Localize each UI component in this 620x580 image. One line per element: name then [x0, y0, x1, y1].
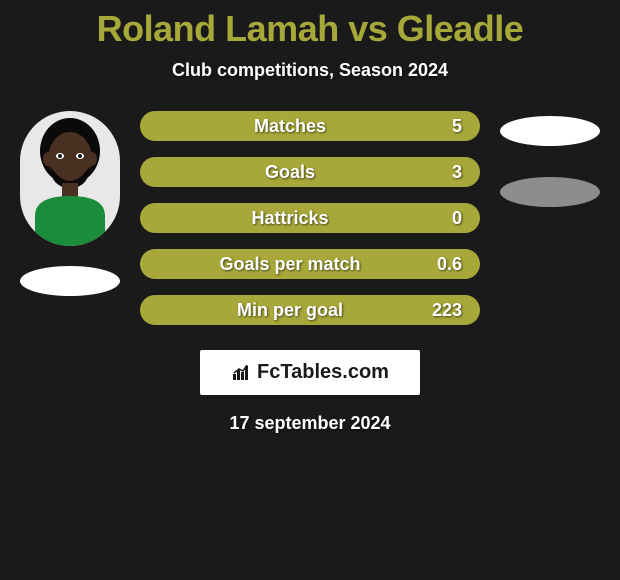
watermark-text: FcTables.com — [257, 361, 389, 384]
date-text: 17 september 2024 — [0, 413, 620, 434]
comparison-layout: Matches5Goals3Hattricks0Goals per match0… — [0, 111, 620, 325]
stat-label: Hattricks — [158, 208, 422, 229]
subtitle: Club competitions, Season 2024 — [0, 60, 620, 81]
stat-bar: Goals per match0.6 — [140, 249, 480, 279]
stat-label: Matches — [158, 116, 422, 137]
stat-bar: Goals3 — [140, 157, 480, 187]
player2-column — [490, 111, 610, 207]
stat-bar: Matches5 — [140, 111, 480, 141]
stat-bar: Hattricks0 — [140, 203, 480, 233]
stat-bars: Matches5Goals3Hattricks0Goals per match0… — [130, 111, 490, 325]
player2-badge-1 — [500, 116, 600, 146]
chart-icon — [231, 364, 253, 382]
player1-column — [10, 111, 130, 296]
stat-value: 0.6 — [422, 254, 462, 275]
page-title: Roland Lamah vs Gleadle — [0, 0, 620, 50]
stat-value: 0 — [422, 208, 462, 229]
watermark: FcTables.com — [200, 350, 420, 395]
stat-label: Goals — [158, 162, 422, 183]
player1-shadow — [20, 266, 120, 296]
stat-value: 5 — [422, 116, 462, 137]
player2-badge-2 — [500, 177, 600, 207]
stat-label: Goals per match — [158, 254, 422, 275]
avatar-graphic — [20, 111, 120, 246]
stat-value: 3 — [422, 162, 462, 183]
stat-label: Min per goal — [158, 300, 422, 321]
stat-bar: Min per goal223 — [140, 295, 480, 325]
stat-value: 223 — [422, 300, 462, 321]
player1-avatar — [20, 111, 120, 246]
